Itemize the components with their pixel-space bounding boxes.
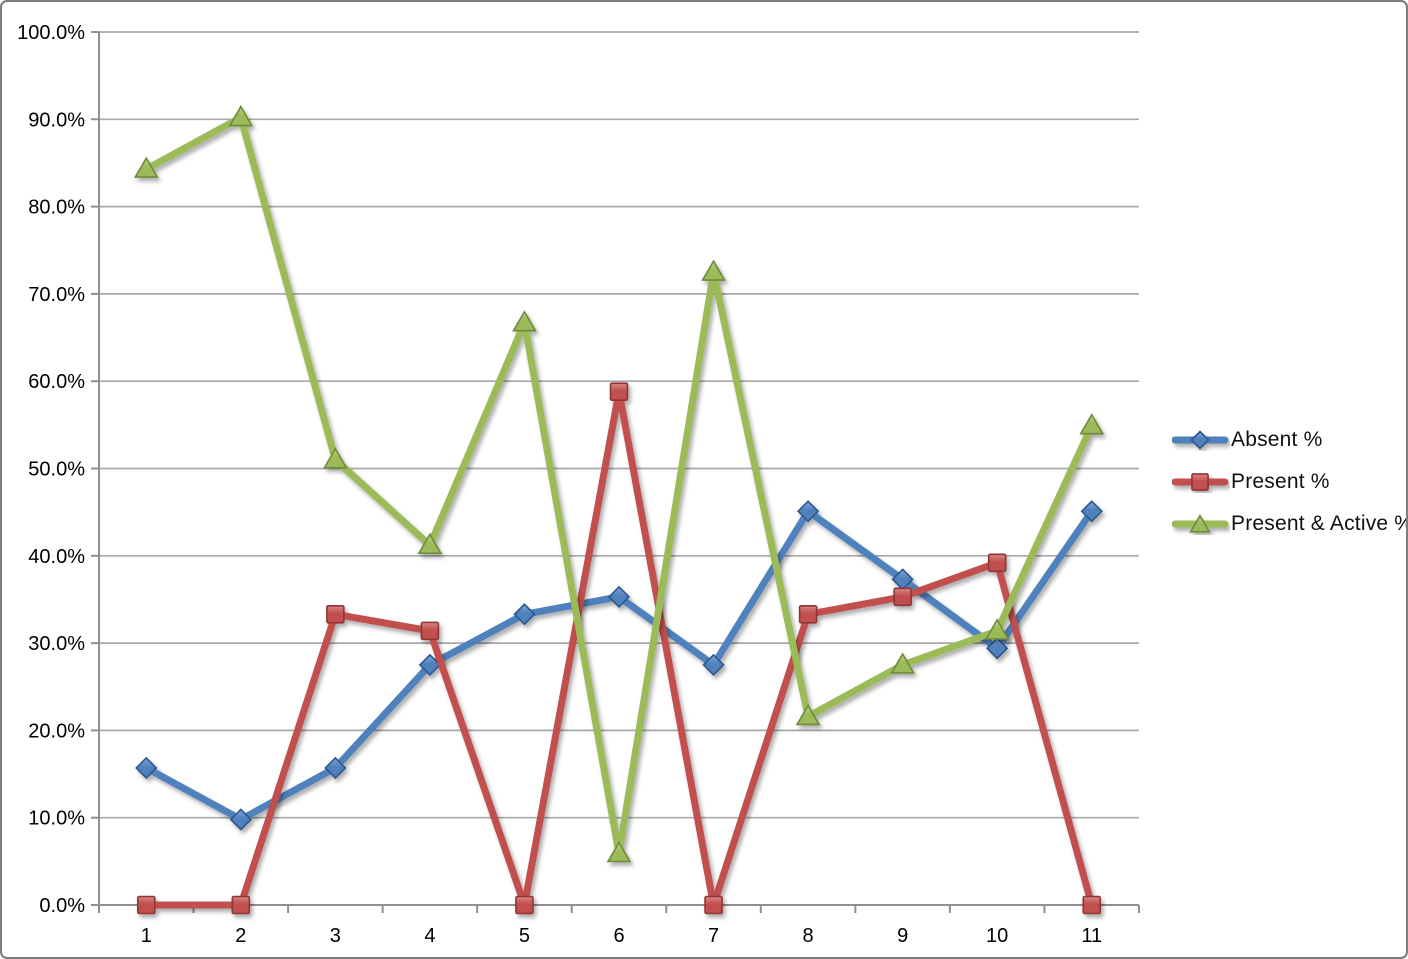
legend: Absent % Present % Present & Active % xyxy=(1172,428,1408,555)
series-present-active xyxy=(133,104,1105,863)
x-tick-label: 9 xyxy=(897,925,908,947)
legend-item-present: Present % xyxy=(1172,470,1406,493)
y-tick-label: 0.0% xyxy=(39,895,85,917)
triangle-marker xyxy=(417,532,443,555)
diamond-marker xyxy=(135,756,158,780)
diamond-marker xyxy=(702,653,725,677)
diamond-marker xyxy=(418,653,442,677)
legend-line-diamond-icon xyxy=(1172,430,1229,450)
y-tick-label: 70.0% xyxy=(28,284,85,306)
legend-item-present-active: Present & Active % xyxy=(1172,512,1408,535)
triangle-marker xyxy=(322,447,348,469)
legend-label-present: Present % xyxy=(1231,470,1330,493)
square-marker xyxy=(420,621,440,641)
triangle-marker xyxy=(133,156,159,178)
diamond-marker xyxy=(229,808,252,831)
series-line-absent xyxy=(142,507,1096,823)
triangle-marker xyxy=(228,104,254,127)
diamond-marker xyxy=(324,756,347,780)
x-tick-label: 8 xyxy=(803,925,814,947)
triangle-marker xyxy=(1189,514,1211,533)
square-marker xyxy=(704,895,723,915)
triangle-marker xyxy=(512,310,537,332)
square-marker xyxy=(326,604,345,624)
y-tick-label: 30.0% xyxy=(28,633,85,655)
series-absent xyxy=(135,500,1103,831)
x-tick-label: 1 xyxy=(141,925,152,947)
legend-line-square-icon xyxy=(1172,473,1229,491)
triangle-marker xyxy=(795,703,821,726)
triangle-marker xyxy=(701,259,726,281)
x-tick-label: 3 xyxy=(330,925,341,947)
y-tick-label: 60.0% xyxy=(28,371,85,393)
diamond-marker xyxy=(607,585,631,608)
y-tick-label: 10.0% xyxy=(28,808,85,830)
square-marker xyxy=(1191,473,1209,491)
square-marker xyxy=(893,587,912,607)
square-marker xyxy=(987,553,1007,573)
legend-label-present-active: Present & Active % xyxy=(1231,512,1408,535)
diamond-marker xyxy=(796,500,820,523)
x-tick-label: 5 xyxy=(519,925,530,947)
series-line-present-active xyxy=(142,114,1096,857)
y-tick-label: 40.0% xyxy=(28,546,85,568)
square-marker xyxy=(609,382,629,401)
y-tick-label: 90.0% xyxy=(28,109,85,131)
x-tick-label: 4 xyxy=(424,925,435,947)
square-marker xyxy=(515,895,534,915)
diamond-marker xyxy=(986,637,1009,660)
y-tick-label: 20.0% xyxy=(28,720,85,742)
square-marker xyxy=(798,604,818,624)
x-tick-label: 7 xyxy=(708,925,719,947)
y-tick-label: 50.0% xyxy=(28,459,85,481)
diamond-marker xyxy=(1190,430,1210,450)
series-present xyxy=(136,382,1102,915)
triangle-marker xyxy=(1079,413,1105,435)
triangle-marker xyxy=(606,840,632,863)
triangle-marker xyxy=(984,618,1010,640)
diamond-marker xyxy=(513,603,536,626)
x-tick-label: 10 xyxy=(986,925,1008,947)
legend-item-absent: Absent % xyxy=(1172,428,1406,451)
x-tick-label: 2 xyxy=(235,925,246,947)
legend-label-absent: Absent % xyxy=(1231,428,1323,451)
square-marker xyxy=(136,895,156,915)
x-tick-label: 6 xyxy=(613,925,624,947)
y-tick-label: 80.0% xyxy=(28,197,85,219)
square-marker xyxy=(1082,895,1102,915)
triangle-marker xyxy=(890,652,916,674)
legend-line-triangle-icon xyxy=(1172,514,1229,533)
square-marker xyxy=(231,895,251,915)
x-tick-label: 11 xyxy=(1081,925,1102,947)
y-tick-label: 100.0% xyxy=(17,22,85,44)
diamond-marker xyxy=(1080,500,1103,523)
